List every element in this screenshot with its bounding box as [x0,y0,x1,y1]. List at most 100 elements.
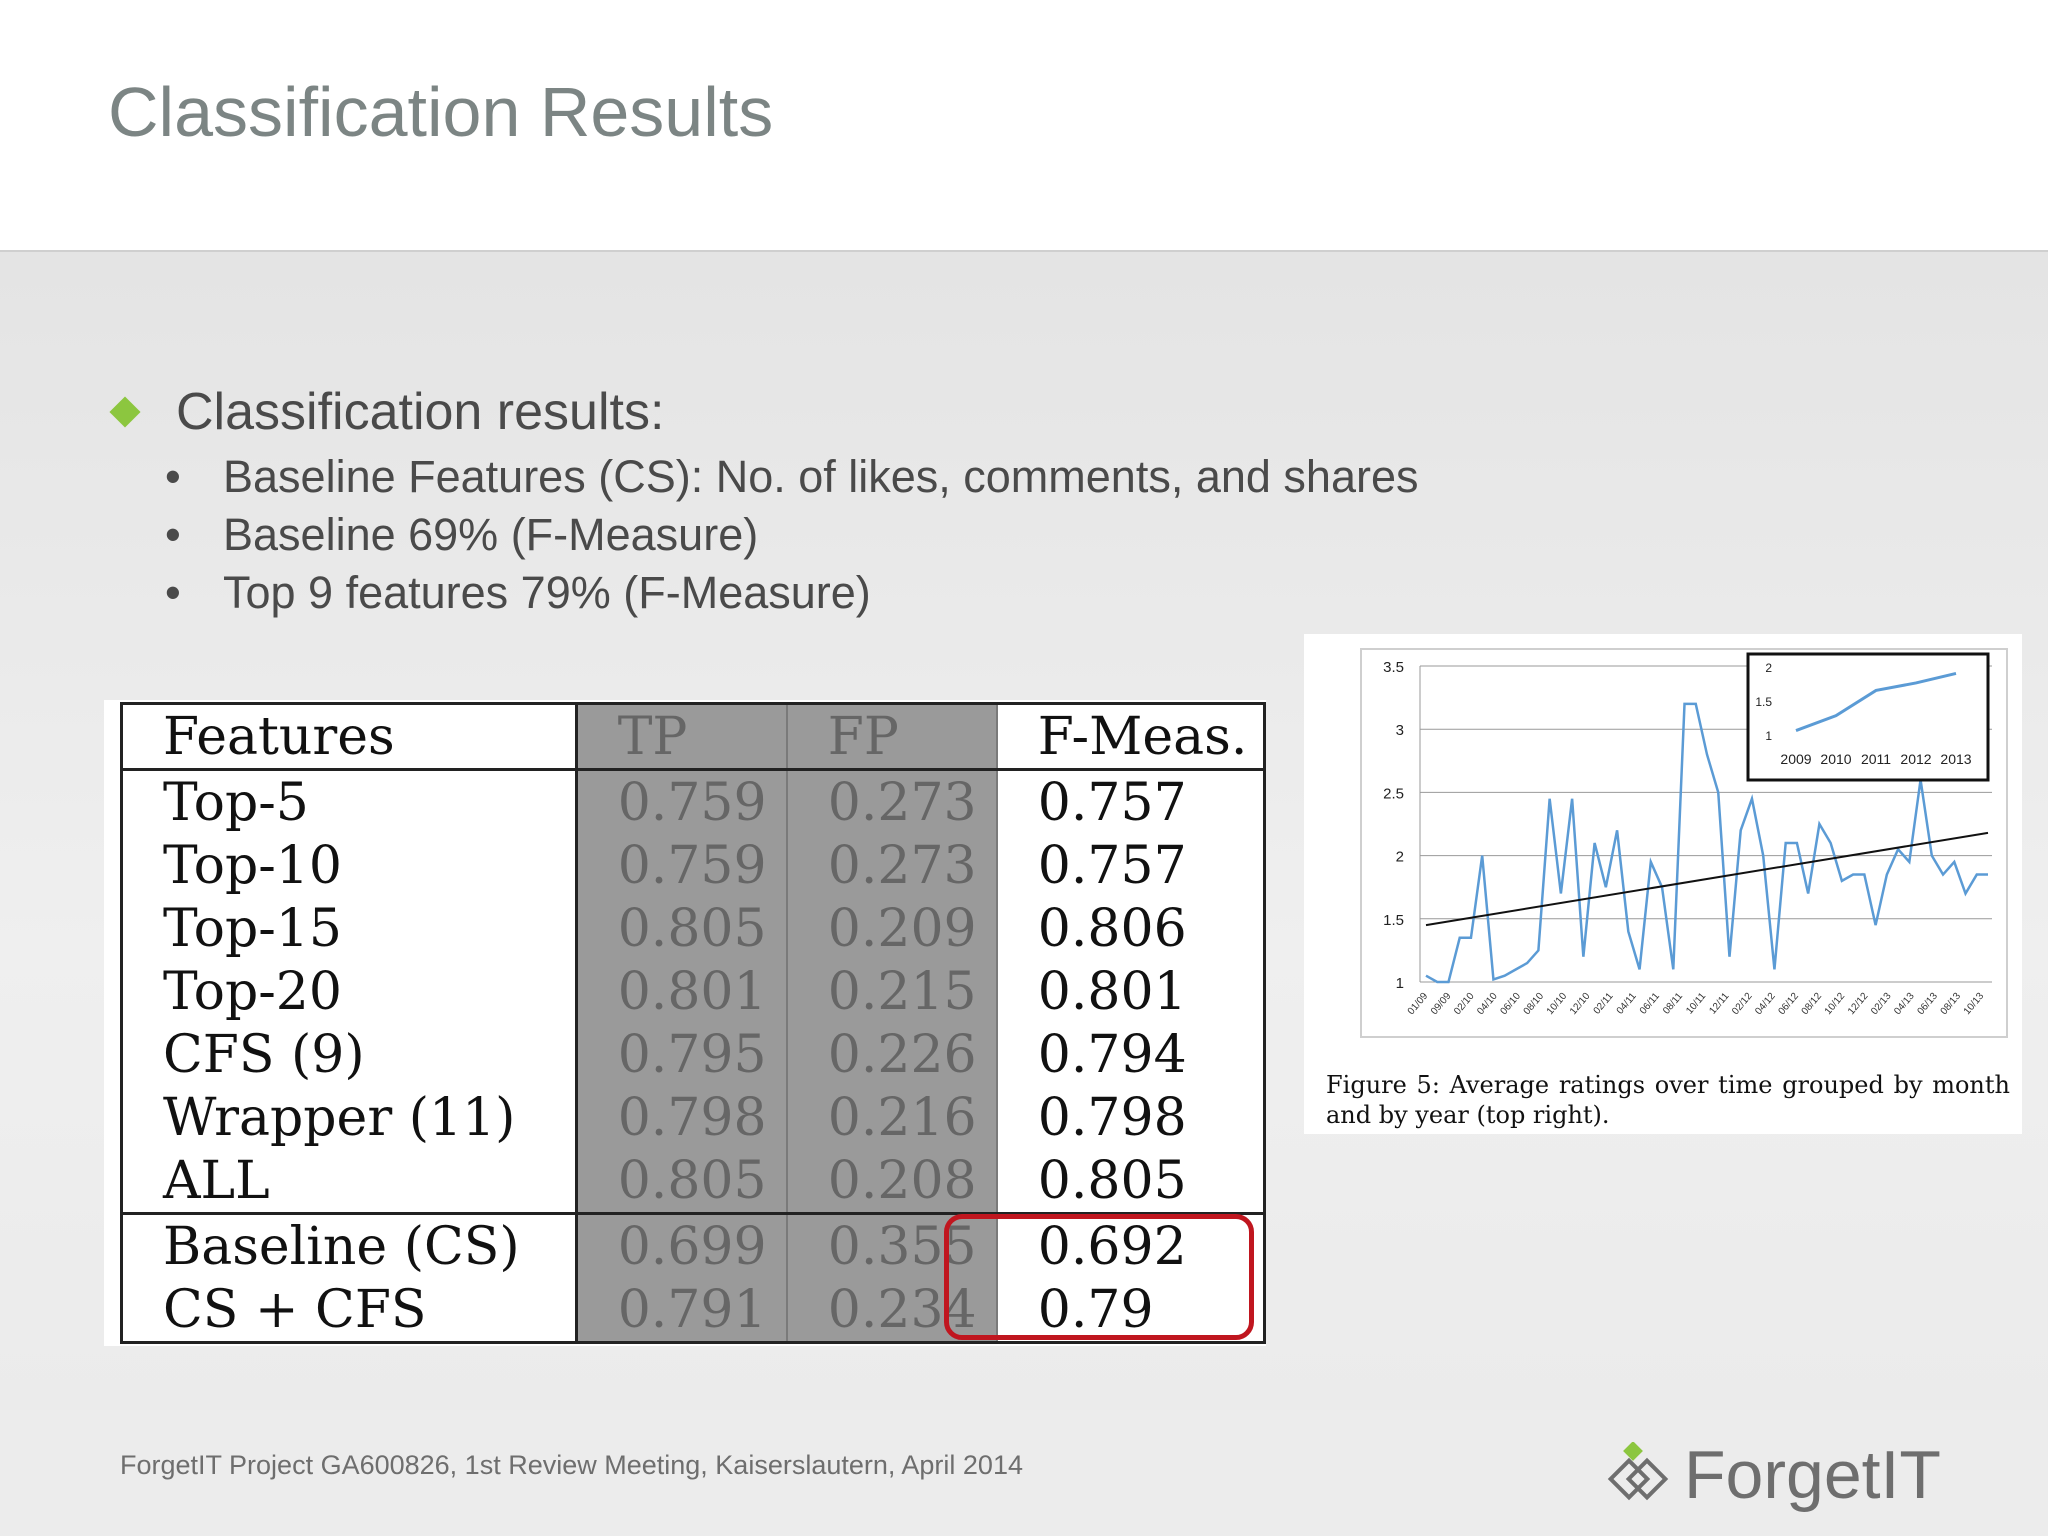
highlight-box [944,1214,1254,1340]
cell-fmeas: 0.794 [996,1023,1266,1086]
x-tick-label: 12/11 [1707,991,1731,1017]
figure: 1 1.5 2 2.5 3 3.5 01/09 09/09 02/10 04/10 06/10 08/… [1304,634,2022,1134]
cell-feature: ALL [120,1149,578,1214]
x-tick-label: 10/10 [1545,991,1570,1018]
cell-tp: 0.795 [576,1023,788,1086]
x-tick-label: 02/10 [1452,991,1477,1018]
y-tick-label: 2 [1396,849,1404,866]
cell-feature: CS + CFS [120,1278,578,1344]
x-tick-label: 04/10 [1475,991,1500,1018]
inset-x-tick-label: 2013 [1940,751,1971,767]
cell-feature: CFS (9) [120,1023,578,1086]
list-item: • Top 9 features 79% (F-Measure) [165,564,1419,622]
y-tick-label: 1.5 [1383,912,1404,929]
x-tick-label: 04/12 [1753,991,1778,1018]
x-tick-label: 06/11 [1638,991,1662,1017]
x-tick-label: 10/12 [1823,991,1848,1018]
table-row: Wrapper (11) 0.798 0.216 0.798 [120,1086,1266,1149]
results-table: Features TP FP F-Meas. Top-5 0.759 0.273 0.… [120,702,1266,1344]
inset-x-tick-label: 2012 [1900,751,1931,767]
header-fp: FP [786,702,998,771]
sub-bullet-list: • Baseline Features (CS): No. of likes, c… [165,448,1419,622]
x-tick-label: 04/13 [1892,991,1917,1018]
forgetit-logo-icon [1607,1442,1669,1501]
trend-line [1425,831,1989,927]
cell-fp: 0.208 [786,1149,998,1214]
inset-x-tick-label: 2009 [1780,751,1811,767]
slide-title: Classification Results [108,73,774,151]
y-tick-label: 3.5 [1383,659,1404,676]
table-row: Top-15 0.805 0.209 0.806 [120,897,1266,960]
forgetit-logo: ForgetIT [1604,1436,1941,1514]
table-row: Top-20 0.801 0.215 0.801 [120,960,1266,1023]
table-row: ALL 0.805 0.208 0.805 [120,1149,1266,1214]
cell-fmeas: 0.806 [996,897,1266,960]
sub-bullet-text: Top 9 features 79% (F-Measure) [223,567,871,618]
cell-feature: Top-15 [120,897,578,960]
y-tick-label: 1 [1396,975,1404,992]
bullet-dot-icon: • [165,451,181,502]
x-tick-label: 06/13 [1915,991,1940,1018]
cell-feature: Baseline (CS) [120,1212,578,1278]
x-tick-label: 06/10 [1498,991,1523,1018]
list-item: • Baseline 69% (F-Measure) [165,506,1419,564]
x-tick-label: 02/11 [1592,991,1616,1017]
y-tick-label: 2.5 [1383,785,1404,802]
bullet-dot-icon: • [165,509,181,560]
cell-fp: 0.209 [786,897,998,960]
x-tick-label: 09/09 [1429,991,1454,1018]
cell-fmeas: 0.79 [996,1278,1266,1344]
footer-text: ForgetIT Project GA600826, 1st Review Me… [120,1450,1023,1480]
cell-fmeas: 0.805 [996,1149,1266,1214]
inset-x-tick-label: 2011 [1861,751,1891,767]
slide-header: Classification Results [0,0,2048,252]
x-tick-label: 06/12 [1776,991,1801,1018]
cell-fp: 0.215 [786,960,998,1023]
inset-x-tick-label: 2010 [1820,751,1851,767]
sub-bullet-text: Baseline Features (CS): No. of likes, co… [223,451,1419,502]
cell-fp: 0.273 [786,834,998,897]
table-row: Top-5 0.759 0.273 0.757 [120,769,1266,834]
x-tick-label: 08/12 [1800,991,1825,1018]
cell-tp: 0.798 [576,1086,788,1149]
cell-tp: 0.699 [576,1212,788,1278]
cell-tp: 0.801 [576,960,788,1023]
ratings-line-chart: 11.522.533.501/0909/0902/1004/1006/1008/… [1383,652,1992,1018]
table-row: CFS (9) 0.795 0.226 0.794 [120,1023,1266,1086]
chart-frame: 1 1.5 2 2.5 3 3.5 01/09 09/09 02/10 04/10 06/10 08/… [1360,648,2008,1038]
cell-fmeas: 0.757 [996,834,1266,897]
x-tick-label: 08/13 [1939,991,1964,1018]
x-tick-label: 02/13 [1869,991,1894,1018]
inset-y-tick-label: 2 [1765,661,1772,675]
cell-feature: Top-10 [120,834,578,897]
x-tick-label: 08/11 [1661,991,1685,1017]
series-line-monthly [1425,702,1988,984]
x-tick-label: 10/11 [1684,991,1708,1017]
cell-tp: 0.805 [576,897,788,960]
inset-y-tick-label: 1.5 [1755,695,1772,709]
inset-series-line [1795,671,1957,732]
table-header-row: Features TP FP F-Meas. [120,702,1266,771]
cell-feature: Wrapper (11) [120,1086,578,1149]
diamond-bullet-icon [109,396,141,428]
cell-fp: 0.216 [786,1086,998,1149]
table-row: Top-10 0.759 0.273 0.757 [120,834,1266,897]
main-bullet-text: Classification results: [176,383,665,441]
logo-text: ForgetIT [1684,1437,1941,1513]
cell-tp: 0.805 [576,1149,788,1214]
x-tick-label: 08/10 [1522,991,1547,1018]
header-tp: TP [576,702,788,771]
cell-tp: 0.759 [576,769,788,834]
cell-fp: 0.226 [786,1023,998,1086]
cell-feature: Top-20 [120,960,578,1023]
cell-fmeas: 0.692 [996,1212,1266,1278]
list-item: • Baseline Features (CS): No. of likes, c… [165,448,1419,506]
cell-tp: 0.791 [576,1278,788,1344]
main-bullet: Classification results: [108,382,664,442]
results-table-image: Features TP FP F-Meas. Top-5 0.759 0.273 0.… [104,700,1266,1346]
x-tick-label: 04/11 [1615,991,1639,1017]
figure-caption: Figure 5: Average ratings over time grou… [1326,1071,2010,1129]
header-features: Features [120,702,578,771]
bullet-dot-icon: • [165,567,181,618]
cell-feature: Top-5 [120,769,578,834]
